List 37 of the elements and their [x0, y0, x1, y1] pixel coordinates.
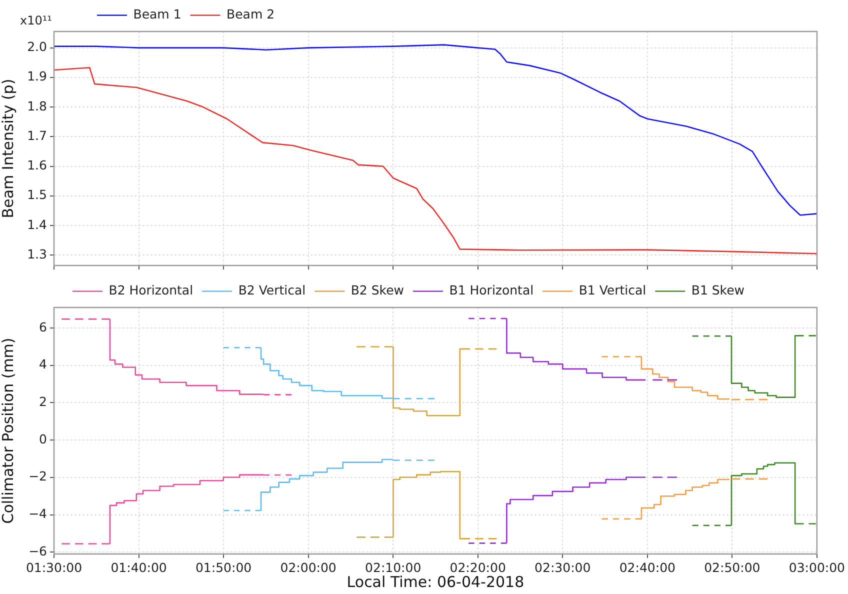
- y-tick-label: 0: [39, 431, 48, 446]
- legend-label: B2 Skew: [350, 282, 404, 298]
- legend-label: B1 Vertical: [578, 282, 646, 298]
- legend-label: B1 Skew: [691, 282, 745, 298]
- x-tick-label: 02:40:00: [619, 560, 676, 575]
- y-axis-title: Beam Intensity (p): [0, 78, 17, 218]
- x-tick-label: 01:40:00: [110, 560, 167, 575]
- y-tick-label: 2: [39, 394, 47, 409]
- x-tick-label: 01:50:00: [195, 560, 252, 575]
- text: x10¹¹: [20, 14, 52, 28]
- y-tick-label: −2: [28, 468, 47, 484]
- legend-label: B1 Horizontal: [449, 282, 534, 298]
- legend-label: B2 Vertical: [238, 282, 306, 298]
- y-tick-label: −6: [28, 543, 48, 558]
- y-tick-label: 2.0: [27, 39, 48, 54]
- y-tick-label: 1.5: [27, 187, 47, 202]
- x-tick-label: 02:20:00: [450, 560, 506, 575]
- legend-label: B2 Horizontal: [108, 282, 194, 298]
- y-tick-label: 1.7: [27, 128, 47, 143]
- legend-label: Beam 2: [226, 6, 275, 22]
- y-tick-label: −4: [28, 506, 48, 522]
- x-tick-label: 02:00:00: [280, 560, 336, 575]
- x-tick-label: 02:30:00: [534, 560, 591, 575]
- x-tick-label: 02:50:00: [704, 560, 760, 575]
- y-tick-label: 6: [39, 319, 48, 334]
- y-tick-label: 1.4: [27, 216, 48, 232]
- x-axis-title: Local Time: 06-04-2018: [346, 572, 524, 591]
- y-tick-label: 1.6: [27, 158, 48, 173]
- y-tick-label: 1.8: [27, 98, 48, 114]
- x-tick-label: 03:00:00: [788, 560, 846, 575]
- legend-label: Beam 1: [133, 6, 182, 22]
- x-tick-label: 01:30:00: [26, 560, 82, 575]
- x-tick-label: 02:10:00: [365, 560, 422, 575]
- y-tick-label: 1.3: [27, 246, 47, 262]
- y-tick-label: 1.9: [27, 68, 48, 84]
- y-tick-label: 4: [39, 356, 48, 372]
- y-axis-title: Collimator Position (mm): [0, 338, 17, 524]
